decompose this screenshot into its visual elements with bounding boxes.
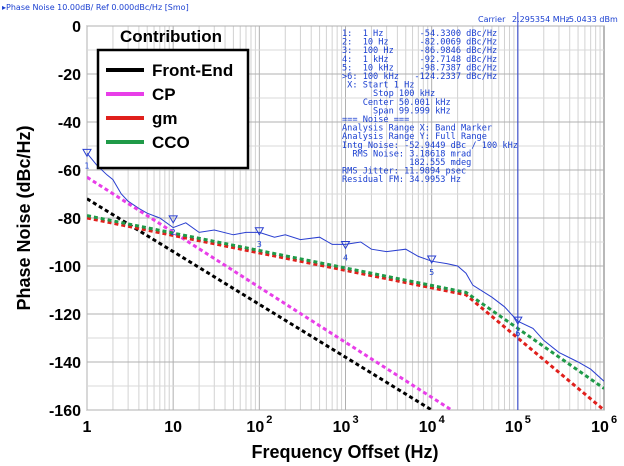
header-carrier-freq: 2.295354 MHz <box>512 15 570 24</box>
marker-panel-line: 3: 100 Hz -86.9846 dBc/Hz <box>342 46 497 56</box>
marker-label: 3 <box>257 240 262 249</box>
marker-panel-line: RMS Noise: 3.18618 mrad <box>342 149 471 159</box>
y-tick-label: -20 <box>58 67 81 84</box>
marker-panel-line: >6: 100 kHz -124.2337 dBc/Hz <box>342 72 497 82</box>
marker-panel-line: Residual FM: 34.9953 Hz <box>342 175 461 185</box>
marker-label: 5 <box>429 268 434 277</box>
x-tick-exponent: 5 <box>525 414 531 426</box>
marker-label: 4 <box>343 254 348 263</box>
marker-panel-line: 1: 1 Hz -54.3300 dBc/Hz <box>342 29 497 39</box>
marker-label: 2 <box>171 228 176 237</box>
x-tick-exponent: 4 <box>439 414 446 426</box>
series-gm <box>87 216 604 410</box>
marker-panel-line: X: Start 1 Hz <box>342 81 414 91</box>
marker-panel-line: 5: 10 kHz -98.7387 dBc/Hz <box>342 63 497 73</box>
y-tick-label: 0 <box>72 19 81 36</box>
legend-label: CCO <box>152 133 190 152</box>
marker-1 <box>82 148 92 158</box>
y-tick-label: -40 <box>58 115 81 132</box>
y-tick-label: -80 <box>58 211 81 228</box>
marker-2 <box>168 215 179 224</box>
series-front-end <box>87 197 433 410</box>
x-tick-labels: 1 10 10 2 10 3 10 4 10 5 10 6 <box>83 414 618 436</box>
marker-panel-line: === Noise === <box>342 115 409 125</box>
x-tick-exponent: 3 <box>352 414 358 426</box>
marker-panel-line: Intg Noise: -52.9449 dBc / 100 kHz <box>342 141 518 151</box>
series-measured <box>87 152 604 382</box>
legend: Contribution Front-End CP gm CCO <box>96 27 250 170</box>
legend-label: Front-End <box>152 61 233 80</box>
y-tick-label: -100 <box>49 259 81 276</box>
legend-title: Contribution <box>120 27 222 46</box>
x-axis-label: Frequency Offset (Hz) <box>251 442 438 462</box>
y-tick-label: -60 <box>58 163 81 180</box>
x-tick-label: 10 <box>164 419 182 436</box>
marker-panel-line: 2: 10 Hz -82.0069 dBc/Hz <box>342 38 497 48</box>
marker-panel-line: Center 50.001 kHz <box>342 98 451 108</box>
x-tick-label: 10 <box>246 419 264 436</box>
header-left: ▸Phase Noise 10.00dB/ Ref 0.000dBc/Hz [S… <box>2 3 189 12</box>
header-carrier-power: -5.0433 dBm <box>566 15 618 24</box>
marker-6 <box>512 316 523 326</box>
marker-panel-line: Analysis Range X: Band Marker <box>342 124 492 134</box>
marker-5 <box>426 255 437 264</box>
series-cco <box>87 214 604 390</box>
marker-panel-line: 4: 1 kHz -92.7148 dBc/Hz <box>342 55 497 65</box>
series-layer <box>87 152 604 410</box>
x-tick-exponent: 2 <box>266 414 272 426</box>
marker-panel-line: 182.555 mdeg <box>342 158 471 168</box>
y-tick-labels: 0 -20 -40 -60 -80 -100 -120 -140 -160 <box>49 19 81 420</box>
x-tick-exponent: 6 <box>611 414 617 426</box>
x-tick-label: 10 <box>333 419 351 436</box>
y-tick-label: -120 <box>49 307 81 324</box>
marker-readout-panel: 1: 1 Hz -54.3300 dBc/Hz2: 10 Hz -82.0069… <box>342 29 518 185</box>
x-tick-label: 10 <box>591 419 609 436</box>
x-tick-label: 1 <box>83 419 92 436</box>
x-tick-label: 10 <box>419 419 437 436</box>
y-axis-label: Phase Noise (dBc/Hz) <box>14 125 34 310</box>
marker-panel-line: RMS Jitter: 11.9894 psec <box>342 167 466 177</box>
marker-4 <box>340 241 351 250</box>
marker-layer: 1 2 3 4 5 6 <box>82 12 523 410</box>
marker-3 <box>254 227 265 236</box>
marker-label: 6 <box>515 329 520 338</box>
marker-panel-line: Analysis Range Y: Full Range <box>342 132 487 142</box>
series-cp <box>87 175 453 410</box>
marker-panel-line: Span 99.999 kHz <box>342 106 451 116</box>
marker-panel-line: Stop 100 kHz <box>342 89 435 99</box>
y-tick-label: -140 <box>49 355 81 372</box>
legend-label: CP <box>152 85 176 104</box>
x-tick-label: 10 <box>505 419 523 436</box>
legend-label: gm <box>152 109 178 128</box>
header-carrier-label: Carrier <box>478 15 506 24</box>
y-tick-label: -160 <box>49 403 81 420</box>
marker-label: 1 <box>84 161 89 170</box>
